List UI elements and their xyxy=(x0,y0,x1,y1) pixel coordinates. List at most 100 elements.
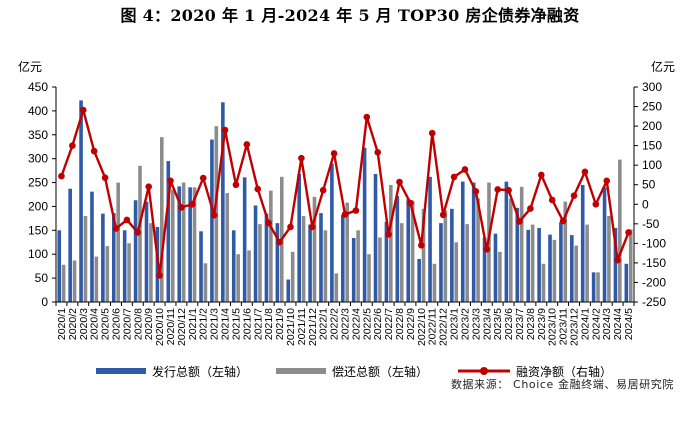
x-tick-label: 2022/4 xyxy=(350,308,362,340)
repay-bar xyxy=(72,260,77,302)
repay-bar xyxy=(607,216,611,302)
issue-bar xyxy=(460,181,465,302)
issue-bar xyxy=(253,205,258,302)
x-tick-label: 2022/1 xyxy=(318,308,330,340)
issue-bar xyxy=(68,188,72,302)
issue-bar xyxy=(602,187,607,302)
repay-bar xyxy=(552,239,557,302)
x-tick-label: 2022/9 xyxy=(405,308,417,340)
left-tick-label: 400 xyxy=(28,104,48,118)
net-point xyxy=(69,142,76,149)
x-tick-label: 2023/5 xyxy=(492,308,504,340)
net-point xyxy=(199,174,207,182)
repay-bar xyxy=(378,237,382,302)
net-point xyxy=(483,245,491,253)
repay-bar xyxy=(312,196,317,302)
net-point xyxy=(330,150,338,157)
net-point xyxy=(428,129,436,137)
repay-bar xyxy=(236,254,240,302)
repay-bar xyxy=(574,245,579,302)
repay-bar xyxy=(258,224,262,302)
x-tick-label: 2022/12 xyxy=(438,308,450,346)
x-tick-label: 2022/2 xyxy=(329,308,341,340)
net-point xyxy=(298,154,305,162)
net-point xyxy=(570,192,578,199)
net-point xyxy=(461,166,469,173)
left-tick-label: 350 xyxy=(28,128,48,142)
repay-bar xyxy=(476,198,480,302)
x-tick-label: 2020/9 xyxy=(143,308,155,340)
repay-bar xyxy=(454,242,459,302)
net-point xyxy=(494,186,501,193)
issue-bar xyxy=(286,279,291,302)
net-point xyxy=(341,211,349,218)
repay-bar xyxy=(618,159,622,302)
right-tick-label: 50 xyxy=(642,178,656,192)
x-tick-label: 2022/7 xyxy=(383,308,395,340)
x-tick-label: 2020/11 xyxy=(165,308,177,345)
net-line-group xyxy=(58,106,632,279)
issue-bar xyxy=(101,213,105,302)
right-tick-label: 0 xyxy=(642,197,649,211)
right-tick-label: -100 xyxy=(642,236,666,250)
issue-bar xyxy=(570,235,574,302)
x-tick-label: 2020/10 xyxy=(154,308,166,346)
legend: 发行总额（左轴） 偿还总额（左轴） 融资净额（右轴） xyxy=(96,364,612,379)
right-tick-label: 150 xyxy=(642,139,662,153)
repay-bar xyxy=(105,246,110,302)
net-point xyxy=(418,242,425,249)
repay-bar xyxy=(192,187,197,302)
issue-bar xyxy=(122,230,127,302)
net-point xyxy=(592,200,600,208)
net-point xyxy=(287,223,294,231)
net-point xyxy=(396,178,403,186)
issue-bar xyxy=(231,230,236,302)
net-point xyxy=(581,168,589,176)
x-tick-label: 2021/10 xyxy=(285,308,297,346)
net-point xyxy=(385,231,392,238)
repay-bar xyxy=(498,251,502,302)
x-tick-label: 2023/11 xyxy=(558,308,570,345)
right-tick-label: 300 xyxy=(642,80,662,94)
issue-bar xyxy=(548,234,552,302)
repay-bar xyxy=(181,182,186,302)
repay-bar xyxy=(61,264,66,302)
repay-bar xyxy=(367,254,371,302)
x-tick-label: 2023/7 xyxy=(514,308,526,340)
x-tick-label: 2023/12 xyxy=(569,308,581,346)
net-point xyxy=(538,171,545,179)
issue-bar xyxy=(341,215,345,302)
issue-bar xyxy=(275,223,280,302)
repay-bar xyxy=(334,273,339,302)
x-tick-label: 2021/3 xyxy=(209,308,221,340)
right-tick-label: -200 xyxy=(642,275,666,289)
issue-bar xyxy=(417,259,421,302)
net-point xyxy=(614,256,621,264)
x-tick-label: 2021/1 xyxy=(187,308,199,340)
x-tick-label: 2020/6 xyxy=(110,308,122,340)
x-tick-label: 2023/3 xyxy=(470,308,482,340)
net-point xyxy=(112,225,120,232)
issue-bar xyxy=(166,161,171,302)
issue-bar xyxy=(199,231,203,302)
repay-bar xyxy=(83,216,88,302)
chart-title: 图 4：2020 年 1 月-2024 年 5 月 TOP30 房企债券净融资 xyxy=(120,6,580,25)
issue-bar xyxy=(79,100,83,302)
issue-bar xyxy=(591,272,596,302)
issue-bar xyxy=(395,195,400,302)
bars-group xyxy=(57,100,633,303)
issue-bar xyxy=(177,186,182,302)
net-point xyxy=(167,177,174,185)
net-point xyxy=(79,106,87,114)
legend-marker-net xyxy=(480,367,488,375)
x-tick-label: 2022/3 xyxy=(340,308,352,340)
x-tick-label: 2021/9 xyxy=(274,308,286,340)
net-point xyxy=(134,229,142,236)
issue-bar xyxy=(319,213,323,302)
net-point xyxy=(101,174,109,181)
repay-bar xyxy=(410,200,415,302)
right-tick-label: 200 xyxy=(642,119,662,133)
issue-bar xyxy=(373,173,378,302)
issue-bar xyxy=(515,207,520,302)
repay-bar xyxy=(290,251,295,302)
